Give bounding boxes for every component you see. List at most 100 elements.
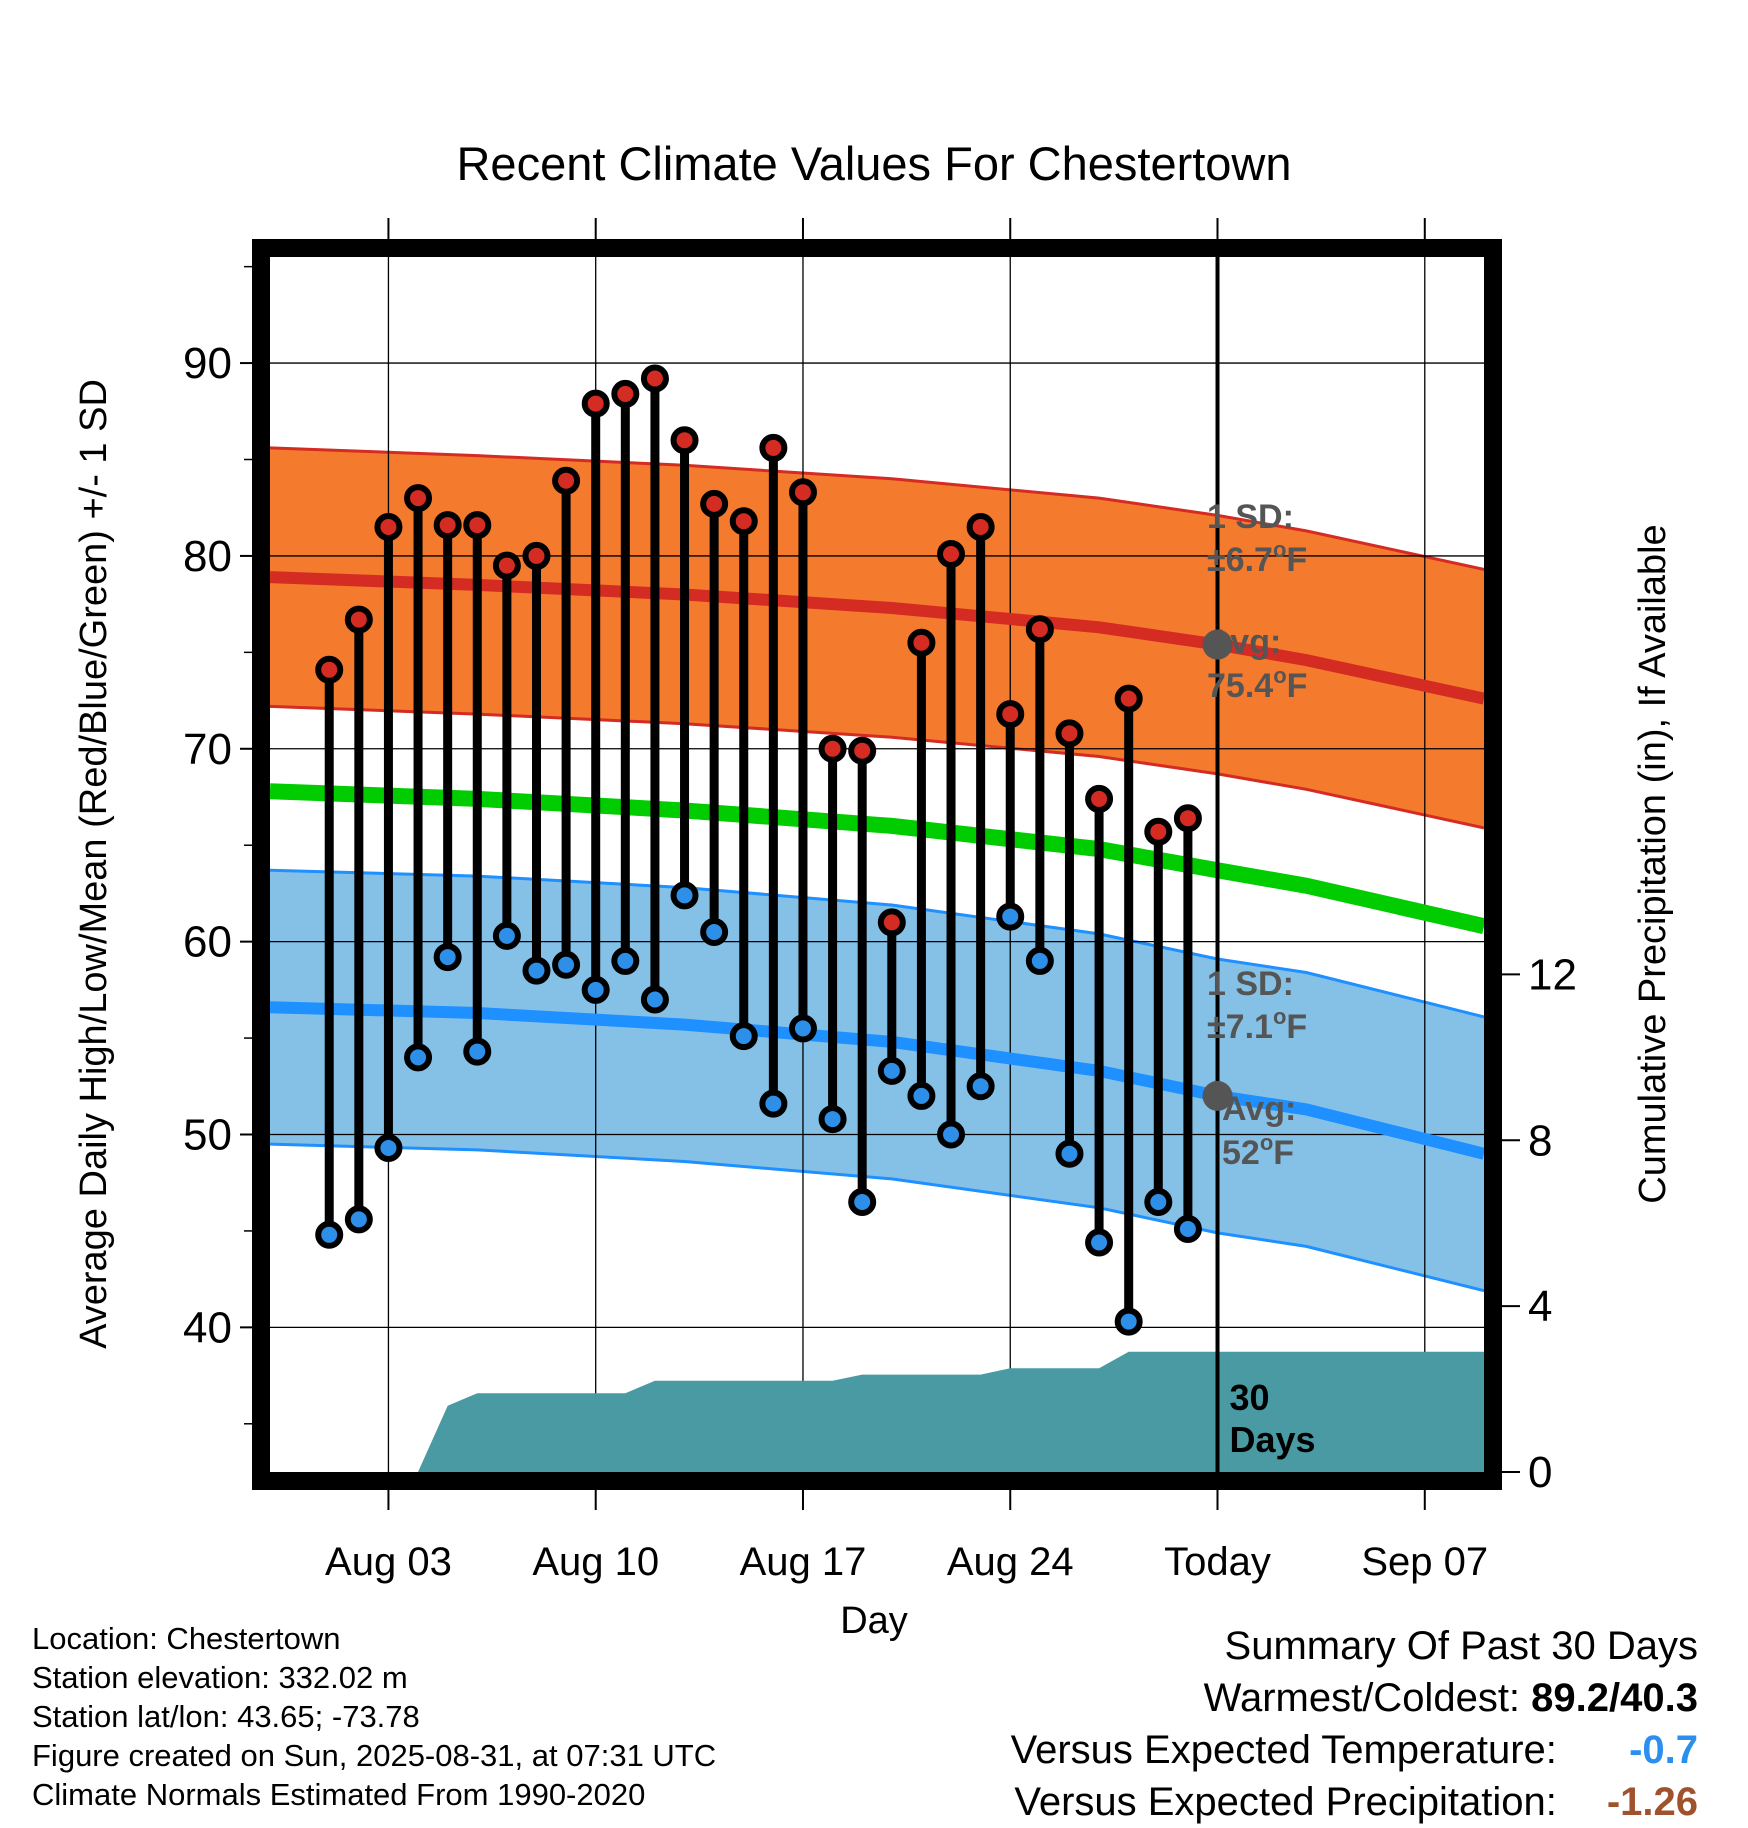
obs-low-point — [404, 1043, 433, 1072]
summary-temp: Versus Expected Temperature: -0.7 — [1011, 1724, 1698, 1776]
obs-high-point — [611, 379, 640, 408]
obs-high-point — [729, 507, 758, 536]
y2-tick-label: 4 — [1528, 1282, 1552, 1331]
x-tick-label: Aug 24 — [947, 1540, 1074, 1584]
obs-low-point — [788, 1014, 817, 1043]
chart-title: Recent Climate Values For Chestertown — [456, 137, 1291, 190]
obs-high-point — [907, 628, 936, 657]
normal-high-line — [270, 571, 1484, 705]
observed-temperatures — [315, 364, 1202, 1336]
x-axis: Aug 03 Aug 10 Aug 17 Aug 24 Today Sep 07 — [325, 218, 1488, 1584]
obs-low-point — [1144, 1188, 1173, 1216]
y-tick-label: 40 — [183, 1303, 232, 1352]
normal-lines — [270, 571, 1484, 1160]
cumulative-precip-area — [270, 1351, 1484, 1472]
obs-low-point — [374, 1134, 403, 1162]
y2-tick-label: 8 — [1528, 1116, 1552, 1165]
obs-high-point — [1025, 615, 1054, 644]
station-info: Location: Chestertown Station elevation:… — [32, 1619, 716, 1814]
obs-high-point — [1055, 719, 1084, 748]
summary-warm-cold: Warmest/Coldest: 89.2/40.3 — [1011, 1672, 1698, 1724]
obs-high-point — [670, 426, 699, 455]
obs-high-point — [700, 489, 729, 518]
y2-tick-label: 0 — [1528, 1448, 1552, 1497]
obs-low-point — [848, 1188, 877, 1216]
obs-low-point — [611, 946, 640, 975]
obs-low-point — [1025, 946, 1054, 975]
temp-label: Versus Expected Temperature: — [1010, 1728, 1557, 1772]
obs-high-point — [877, 908, 906, 937]
obs-high-point — [552, 466, 581, 495]
obs-high-point — [581, 389, 610, 418]
y-tick-label: 90 — [183, 339, 232, 388]
obs-high-point — [492, 551, 521, 580]
obs-high-point — [996, 700, 1025, 729]
obs-high-point — [788, 478, 817, 507]
warm-cold-value: 89.2/40.3 — [1531, 1676, 1698, 1720]
obs-low-point — [670, 881, 699, 910]
high-sd-upper-edge — [270, 446, 1484, 571]
obs-high-point — [818, 734, 847, 763]
high-avg-value: 75.4oF — [1207, 663, 1307, 705]
low-sd-upper-edge — [270, 868, 1484, 1019]
obs-low-point — [1055, 1139, 1084, 1168]
summary-panel: Summary Of Past 30 Days Warmest/Coldest:… — [1011, 1620, 1698, 1828]
obs-high-point — [404, 484, 433, 513]
obs-low-point — [433, 943, 462, 972]
window-days-label: Days — [1230, 1419, 1316, 1460]
obs-low-point — [522, 956, 551, 985]
high-sd-band — [270, 447, 1484, 828]
obs-high-point — [1173, 804, 1202, 833]
obs-high-point — [937, 540, 966, 568]
warm-cold-label: Warmest/Coldest: — [1203, 1676, 1521, 1720]
obs-low-point — [729, 1022, 758, 1051]
summary-precip: Versus Expected Precipitation: -1.26 — [1011, 1776, 1698, 1828]
obs-low-point — [700, 918, 729, 946]
obs-low-point — [937, 1120, 966, 1149]
obs-low-point — [877, 1056, 906, 1085]
obs-low-point — [1085, 1228, 1114, 1257]
x-tick-label: Aug 10 — [532, 1540, 659, 1584]
precip-value: -1.26 — [1606, 1780, 1698, 1824]
obs-low-point — [996, 902, 1025, 931]
obs-high-point — [966, 513, 995, 541]
y-tick-label: 50 — [183, 1111, 232, 1160]
obs-low-point — [759, 1089, 788, 1118]
y2-tick-label: 12 — [1528, 950, 1577, 999]
obs-low-point — [640, 985, 669, 1014]
x-tick-label: Aug 17 — [740, 1540, 867, 1584]
precipitation-area — [270, 1351, 1484, 1472]
obs-low-point — [1173, 1215, 1202, 1243]
y-tick-label: 70 — [183, 725, 232, 774]
temp-value: -0.7 — [1629, 1728, 1698, 1772]
obs-low-point — [492, 921, 521, 950]
low-avg-label: Avg: — [1222, 1090, 1296, 1128]
y-tick-label: 80 — [183, 532, 232, 581]
today-high-normal-point — [1202, 629, 1233, 660]
location-text: Location: Chestertown — [32, 1621, 341, 1656]
window-days-number: 30 — [1230, 1377, 1270, 1418]
obs-high-point — [1085, 784, 1114, 813]
y-axis-left: 40 50 60 70 80 90 — [183, 265, 252, 1425]
precip-label: Versus Expected Precipitation: — [1014, 1780, 1557, 1824]
x-axis-label: Day — [840, 1600, 908, 1642]
obs-low-point — [1114, 1307, 1143, 1336]
obs-high-point — [848, 736, 877, 765]
obs-low-point — [818, 1105, 847, 1134]
x-tick-label: Today — [1164, 1540, 1271, 1584]
y-axis-label: Average Daily High/Low/Mean (Red/Blue/Gr… — [73, 379, 115, 1349]
high-avg-label: Avg: — [1207, 623, 1281, 661]
obs-high-point — [1114, 684, 1143, 713]
high-sd-value: ±6.7oF — [1207, 537, 1307, 579]
normals-text: Climate Normals Estimated From 1990-2020 — [32, 1777, 646, 1812]
normal-low-line — [270, 1001, 1484, 1160]
x-tick-label: Sep 07 — [1361, 1540, 1488, 1584]
obs-low-point — [552, 950, 581, 979]
y-axis-right: 0 4 8 12 — [1502, 950, 1577, 1497]
obs-low-point — [966, 1072, 995, 1101]
obs-high-point — [759, 433, 788, 462]
created-text: Figure created on Sun, 2025-08-31, at 07… — [32, 1738, 717, 1773]
